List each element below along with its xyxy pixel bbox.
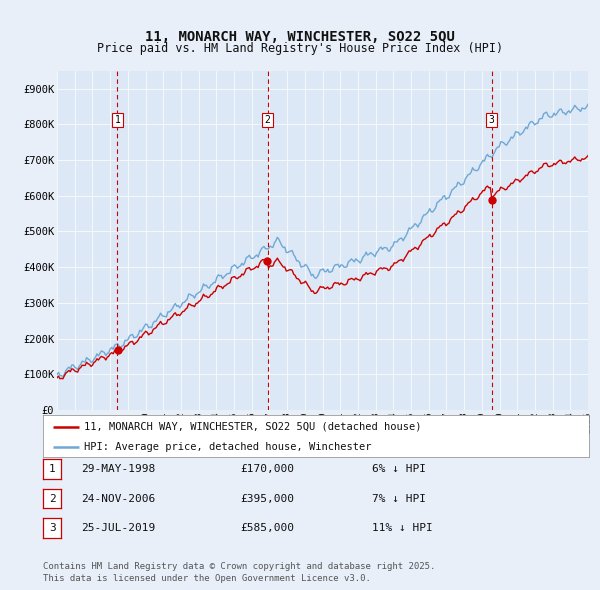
- Text: 6% ↓ HPI: 6% ↓ HPI: [372, 464, 426, 474]
- Text: 11, MONARCH WAY, WINCHESTER, SO22 5QU (detached house): 11, MONARCH WAY, WINCHESTER, SO22 5QU (d…: [84, 422, 422, 432]
- Text: 25-JUL-2019: 25-JUL-2019: [81, 523, 155, 533]
- Text: 2: 2: [265, 115, 271, 125]
- Text: 11, MONARCH WAY, WINCHESTER, SO22 5QU: 11, MONARCH WAY, WINCHESTER, SO22 5QU: [145, 30, 455, 44]
- Text: Contains HM Land Registry data © Crown copyright and database right 2025.
This d: Contains HM Land Registry data © Crown c…: [43, 562, 436, 583]
- Text: Price paid vs. HM Land Registry's House Price Index (HPI): Price paid vs. HM Land Registry's House …: [97, 42, 503, 55]
- Text: 1: 1: [49, 464, 56, 474]
- Text: 3: 3: [489, 115, 494, 125]
- Text: 2: 2: [49, 494, 56, 503]
- Text: £170,000: £170,000: [240, 464, 294, 474]
- Text: HPI: Average price, detached house, Winchester: HPI: Average price, detached house, Winc…: [84, 442, 371, 451]
- Text: 1: 1: [115, 115, 120, 125]
- Text: 11% ↓ HPI: 11% ↓ HPI: [372, 523, 433, 533]
- Text: £585,000: £585,000: [240, 523, 294, 533]
- Text: 29-MAY-1998: 29-MAY-1998: [81, 464, 155, 474]
- Text: 7% ↓ HPI: 7% ↓ HPI: [372, 494, 426, 503]
- Text: 24-NOV-2006: 24-NOV-2006: [81, 494, 155, 503]
- Text: 3: 3: [49, 523, 56, 533]
- Text: £395,000: £395,000: [240, 494, 294, 503]
